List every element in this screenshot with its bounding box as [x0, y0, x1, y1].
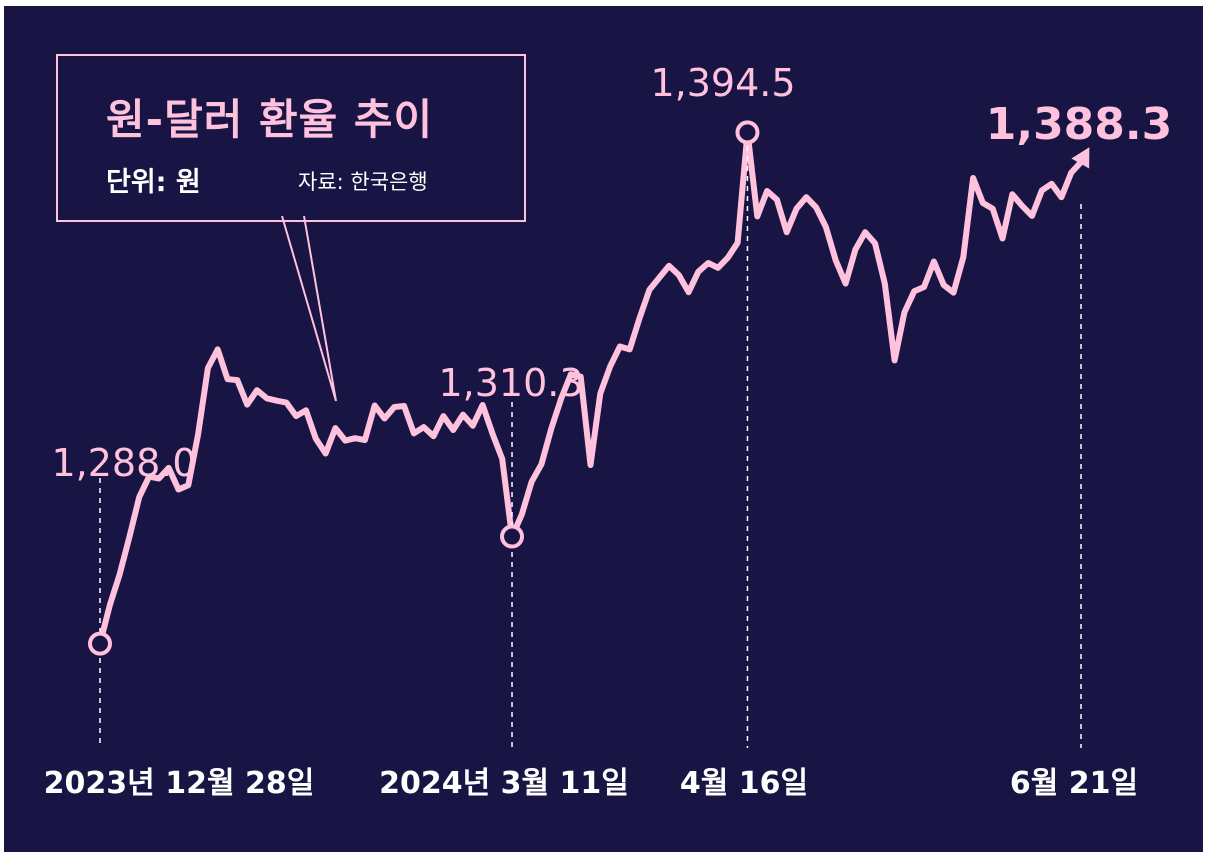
source-label: 자료: 한국은행: [298, 170, 428, 194]
chart-panel: 원-달러 환율 추이 단위: 원 자료: 한국은행 1,288.0 1,310.3…: [4, 6, 1203, 852]
title-box: 원-달러 환율 추이 단위: 원 자료: 한국은행: [56, 54, 526, 222]
series-line: [97, 129, 1084, 647]
unit-label: 단위: 원: [106, 167, 201, 198]
x-label-1: 2023년 12월 28일: [44, 766, 315, 801]
label-layer: 1,288.0 1,310.3 1,394.5 1,388.3 2023년 12월 28…: [44, 61, 1173, 801]
annotation-2-marker: [500, 524, 525, 549]
line-chart: 1,288.0 1,310.3 1,394.5 1,388.3 2023년 12월 28…: [44, 61, 1173, 801]
annotation-2-value-label: 1,310.3: [438, 361, 583, 405]
x-label-3: 4월 16일: [680, 766, 808, 801]
annotation-1-value-label: 1,288.0: [51, 441, 196, 485]
annotation-4-arrow-icon: [1071, 147, 1090, 169]
annotation-4-value-label: 1,388.3: [986, 99, 1173, 150]
chart-title: 원-달러 환율 추이: [106, 95, 434, 144]
series-layer: [97, 129, 1084, 647]
x-label-4: 6월 21일: [1010, 766, 1138, 801]
annotation-1-marker: [88, 631, 112, 656]
annotation-layer: [88, 120, 1090, 748]
x-label-2: 2024년 3월 11일: [379, 766, 629, 801]
callout-tail: [281, 215, 337, 402]
annotation-3-value-label: 1,394.5: [650, 61, 795, 105]
annotation-3-marker: [735, 120, 760, 145]
